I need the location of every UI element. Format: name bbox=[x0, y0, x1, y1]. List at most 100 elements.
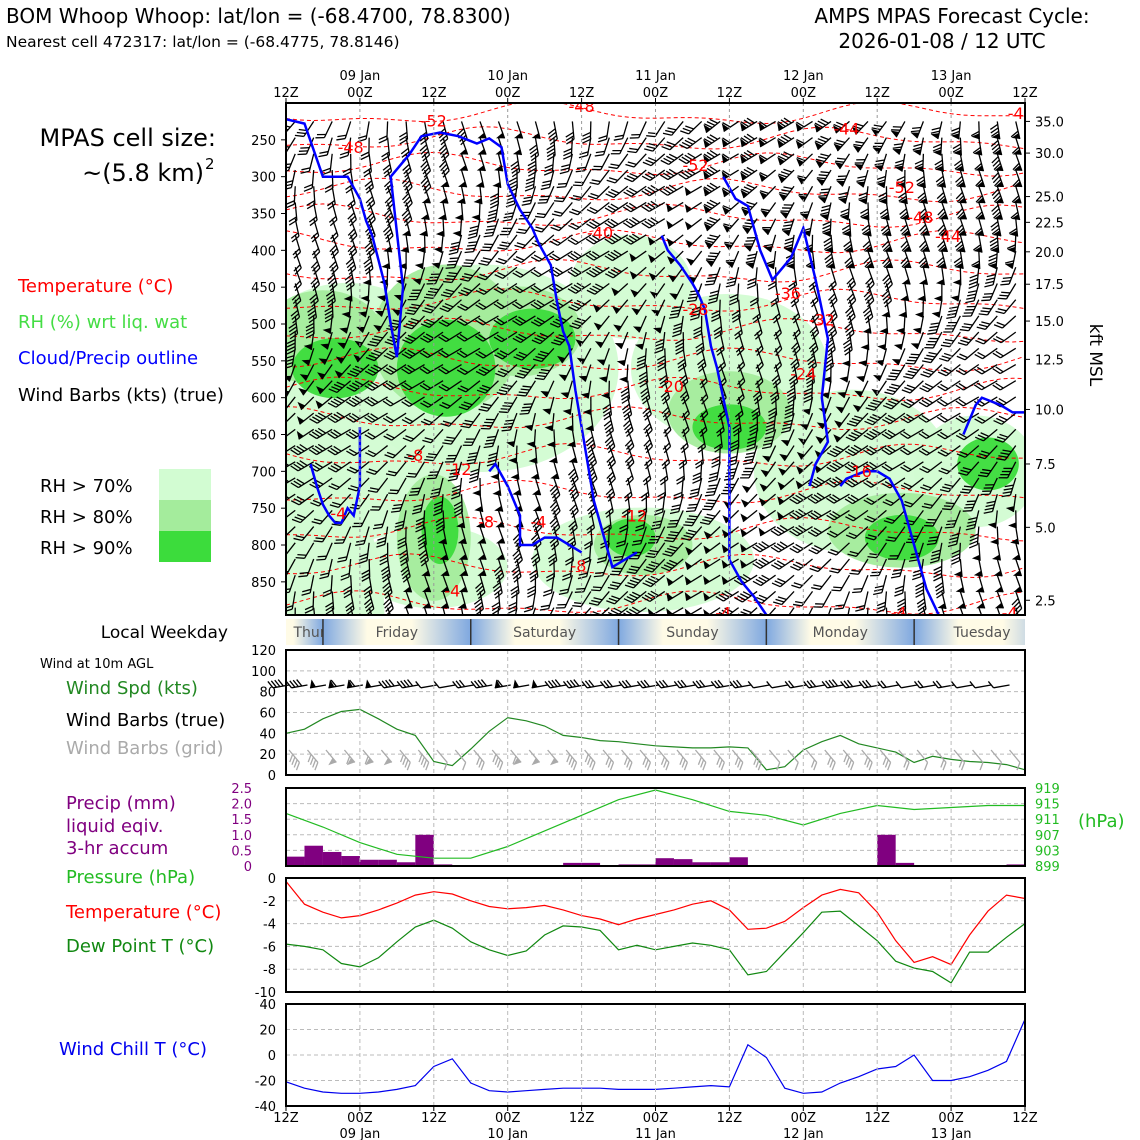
wind-barb bbox=[568, 477, 580, 502]
wind-barb bbox=[439, 542, 449, 561]
legend-rh80-label: RH > 80% bbox=[40, 507, 133, 528]
wind-barb bbox=[311, 509, 333, 525]
wind-barb bbox=[512, 282, 536, 294]
wind-barb bbox=[390, 493, 407, 513]
wind-barb bbox=[470, 679, 493, 689]
wind-barb bbox=[686, 250, 703, 266]
wind-barb bbox=[863, 461, 887, 472]
wind-barb bbox=[790, 348, 800, 373]
wind-barb bbox=[403, 591, 413, 609]
wind-barb bbox=[616, 348, 629, 367]
wind-barb bbox=[659, 168, 684, 181]
wind-barb bbox=[547, 542, 558, 567]
wind-barb bbox=[1010, 121, 1021, 140]
wind-barb bbox=[844, 250, 856, 269]
wind-barb bbox=[437, 202, 447, 221]
wind-barb bbox=[606, 169, 629, 184]
pressure-tick-label: 500 bbox=[251, 318, 276, 333]
wind-barb bbox=[330, 218, 339, 243]
wind-barb bbox=[530, 250, 555, 262]
wind-barb bbox=[972, 137, 983, 156]
wind-barb bbox=[984, 267, 998, 288]
wind-barb bbox=[938, 461, 961, 475]
wind-barb bbox=[494, 153, 504, 172]
wind-barb bbox=[530, 315, 555, 327]
pressure-tick-label: 700 bbox=[251, 465, 276, 480]
wind-barb bbox=[521, 186, 537, 206]
wind-barb bbox=[367, 331, 389, 347]
wind-barb bbox=[412, 267, 426, 285]
wind-barb bbox=[621, 494, 631, 518]
wind-barb bbox=[286, 396, 296, 412]
wind-barb bbox=[310, 218, 320, 243]
wind-barb bbox=[821, 679, 844, 689]
wind-barb bbox=[900, 218, 912, 236]
bottom-date-label: 13 Jan bbox=[931, 1127, 972, 1140]
wind-barb bbox=[865, 267, 875, 292]
wind-barb bbox=[740, 558, 758, 569]
wind-barb bbox=[896, 170, 906, 189]
wind-barb bbox=[758, 137, 776, 148]
wind-barb bbox=[438, 380, 462, 392]
wind-barb bbox=[781, 218, 795, 236]
legend-rh70-label: RH > 70% bbox=[40, 476, 133, 497]
wind-barb bbox=[506, 429, 518, 448]
wind-barb bbox=[981, 283, 998, 302]
wind-barb bbox=[365, 445, 389, 458]
wind-barb bbox=[417, 526, 427, 550]
wind-barb bbox=[512, 526, 524, 551]
wind-barb bbox=[562, 137, 574, 160]
wind-barb bbox=[378, 121, 389, 144]
wind-barb bbox=[474, 494, 484, 513]
wind-barb bbox=[623, 412, 634, 437]
wind-barb bbox=[791, 574, 814, 589]
wind-barb bbox=[547, 749, 559, 766]
wind-barb bbox=[493, 282, 518, 294]
temperature-contour-label: -12 bbox=[621, 506, 647, 525]
kft-tick-label: 5.0 bbox=[1035, 521, 1056, 536]
wind-barb bbox=[477, 542, 487, 560]
wind-barb bbox=[784, 396, 795, 419]
wind-barb bbox=[567, 234, 592, 246]
wind-barb bbox=[340, 558, 352, 581]
y-tick-label: 0 bbox=[268, 769, 276, 784]
wind-barb bbox=[993, 412, 1017, 425]
wind-barb bbox=[777, 117, 795, 132]
wind-barb bbox=[993, 315, 1017, 329]
wind-barb bbox=[456, 331, 481, 342]
wind-barb bbox=[346, 445, 370, 457]
wind-barb bbox=[533, 218, 555, 233]
wind-barb bbox=[845, 509, 869, 522]
wind-barb bbox=[606, 445, 617, 470]
wind-barb bbox=[863, 445, 887, 456]
wind-barb bbox=[483, 218, 500, 238]
wind-barb bbox=[422, 428, 444, 444]
wind-barb bbox=[863, 250, 875, 269]
top-date-label: 11 Jan bbox=[635, 69, 676, 84]
precip-bar bbox=[396, 862, 416, 866]
wind-barb bbox=[1001, 477, 1017, 498]
bottom-time-tick-label: 00Z bbox=[643, 1111, 669, 1126]
wind-barb bbox=[846, 283, 857, 308]
wind-barb bbox=[465, 445, 481, 465]
precip-bar bbox=[729, 857, 748, 866]
wind-barb bbox=[751, 396, 761, 421]
wind-barb bbox=[461, 250, 481, 268]
wind-barb bbox=[420, 396, 444, 408]
wind-barb bbox=[773, 331, 783, 356]
wind-barb bbox=[956, 445, 980, 458]
wind-barb bbox=[845, 428, 869, 442]
wind-barb bbox=[492, 169, 502, 188]
wind-barb bbox=[380, 558, 391, 583]
wind-10m-panel: 0 20 40 60 80 100 120 bbox=[251, 644, 1026, 784]
wind-barb bbox=[955, 575, 965, 593]
wind-barb bbox=[440, 412, 462, 427]
wind-barb bbox=[345, 428, 370, 440]
wind-barb bbox=[896, 315, 906, 334]
wind-barb bbox=[457, 121, 468, 146]
wind-barb bbox=[303, 169, 315, 192]
wind-barb bbox=[662, 542, 684, 557]
wind-barb bbox=[678, 152, 703, 165]
wind-barb bbox=[651, 299, 666, 317]
wind-barb bbox=[366, 461, 389, 475]
